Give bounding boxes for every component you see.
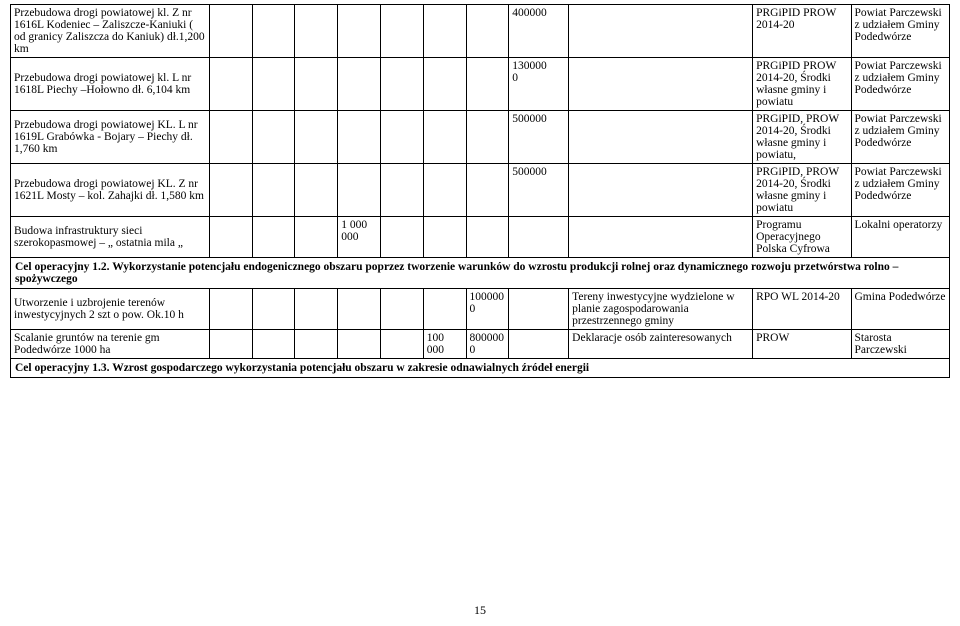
table-row: Przebudowa drogi powiatowej kl. Z nr 161…: [11, 5, 950, 58]
table-cell: PRGiPID, PROW 2014-20, Środki własne gmi…: [753, 164, 851, 217]
table-cell: Tereny inwestycyjne wydzielone w planie …: [569, 289, 753, 330]
table-row: Przebudowa drogi powiatowej KL. Z nr 162…: [11, 164, 950, 217]
page-number: 15: [0, 603, 960, 618]
table-cell: 500000: [509, 111, 569, 164]
table-cell: Powiat Parczewski z udziałem Gminy Poded…: [851, 58, 950, 111]
table-cell: [423, 289, 466, 330]
objective-row: Cel operacyjny 1.3. Wzrost gospodarczego…: [11, 359, 950, 378]
table-cell: Scalanie gruntów na terenie gm Podedwórz…: [11, 330, 210, 359]
table-cell: [466, 217, 509, 258]
table-cell: 100 000: [423, 330, 466, 359]
table-row: Przebudowa drogi powiatowej KL. L nr 161…: [11, 111, 950, 164]
table-cell: Przebudowa drogi powiatowej KL. L nr 161…: [11, 111, 210, 164]
table-cell: Przebudowa drogi powiatowej kl. Z nr 161…: [11, 5, 210, 58]
table-cell: [338, 330, 381, 359]
table-cell: [295, 58, 338, 111]
table-cell: [380, 289, 423, 330]
table-row: Budowa infrastruktury sieci szerokopasmo…: [11, 217, 950, 258]
table-cell: [466, 5, 509, 58]
table-cell: Utworzenie i uzbrojenie terenów inwestyc…: [11, 289, 210, 330]
table-cell: Deklaracje osób zainteresowanych: [569, 330, 753, 359]
table-cell: Powiat Parczewski z udziałem Gminy Poded…: [851, 164, 950, 217]
table-cell: [295, 217, 338, 258]
table-cell: [466, 111, 509, 164]
table-cell: [209, 217, 252, 258]
table-cell: [569, 111, 753, 164]
table-cell: Przebudowa drogi powiatowej KL. Z nr 162…: [11, 164, 210, 217]
table-cell: [252, 164, 295, 217]
table-cell: [569, 217, 753, 258]
table-cell: Gmina Podedwórze: [851, 289, 950, 330]
table-cell: Powiat Parczewski z udziałem Gminy Poded…: [851, 5, 950, 58]
table-cell: [338, 289, 381, 330]
table-cell: 500000: [509, 164, 569, 217]
table-cell: [569, 164, 753, 217]
table-cell: [380, 5, 423, 58]
table-cell: PRGiPID, PROW 2014-20, Środki własne gmi…: [753, 111, 851, 164]
table-cell: 1300000: [509, 58, 569, 111]
table-row: Scalanie gruntów na terenie gm Podedwórz…: [11, 330, 950, 359]
table-cell: [423, 217, 466, 258]
table-cell: [209, 58, 252, 111]
table-cell: [209, 289, 252, 330]
table-cell: Budowa infrastruktury sieci szerokopasmo…: [11, 217, 210, 258]
table-row: Utworzenie i uzbrojenie terenów inwestyc…: [11, 289, 950, 330]
table-cell: [252, 5, 295, 58]
table-cell: [295, 111, 338, 164]
table-cell: [423, 5, 466, 58]
table-cell: PRGiPID PROW 2014-20, Środki własne gmin…: [753, 58, 851, 111]
table-cell: [380, 217, 423, 258]
table-cell: [295, 5, 338, 58]
table-cell: [338, 58, 381, 111]
table-cell: [380, 330, 423, 359]
table-cell: [209, 330, 252, 359]
table-cell: [295, 164, 338, 217]
table-cell: [252, 330, 295, 359]
data-table: Przebudowa drogi powiatowej kl. Z nr 161…: [10, 4, 950, 378]
table-cell: [338, 111, 381, 164]
table-cell: RPO WL 2014-20: [753, 289, 851, 330]
table-cell: [423, 58, 466, 111]
table-cell: [509, 289, 569, 330]
table-cell: Starosta Parczewski: [851, 330, 950, 359]
table-cell: [423, 164, 466, 217]
table-cell: 400000: [509, 5, 569, 58]
table-cell: [569, 58, 753, 111]
table-cell: Lokalni operatorzy: [851, 217, 950, 258]
table-cell: [252, 289, 295, 330]
table-cell: [423, 111, 466, 164]
objective-row: Cel operacyjny 1.2. Wykorzystanie potenc…: [11, 258, 950, 289]
table-cell: [209, 111, 252, 164]
table-cell: [338, 5, 381, 58]
table-cell: Przebudowa drogi powiatowej kl. L nr 161…: [11, 58, 210, 111]
table-cell: [252, 217, 295, 258]
table-cell: [466, 58, 509, 111]
objective-1-3: Cel operacyjny 1.3. Wzrost gospodarczego…: [11, 359, 950, 378]
table-cell: PRGiPID PROW 2014-20: [753, 5, 851, 58]
table-cell: 8000000: [466, 330, 509, 359]
table-cell: Powiat Parczewski z udziałem Gminy Poded…: [851, 111, 950, 164]
table-cell: [295, 330, 338, 359]
table-cell: [466, 164, 509, 217]
table-cell: [209, 5, 252, 58]
table-cell: [252, 58, 295, 111]
table-cell: [338, 164, 381, 217]
objective-1-2: Cel operacyjny 1.2. Wykorzystanie potenc…: [11, 258, 950, 289]
table-cell: 1 000 000: [338, 217, 381, 258]
table-cell: [209, 164, 252, 217]
table-row: Przebudowa drogi powiatowej kl. L nr 161…: [11, 58, 950, 111]
table-cell: [509, 217, 569, 258]
table-cell: [380, 164, 423, 217]
table-cell: [509, 330, 569, 359]
table-cell: PROW: [753, 330, 851, 359]
table-cell: [295, 289, 338, 330]
table-cell: [569, 5, 753, 58]
table-cell: Programu Operacyjnego Polska Cyfrowa: [753, 217, 851, 258]
table-cell: [380, 111, 423, 164]
table-cell: 1000000: [466, 289, 509, 330]
table-cell: [380, 58, 423, 111]
table-cell: [252, 111, 295, 164]
